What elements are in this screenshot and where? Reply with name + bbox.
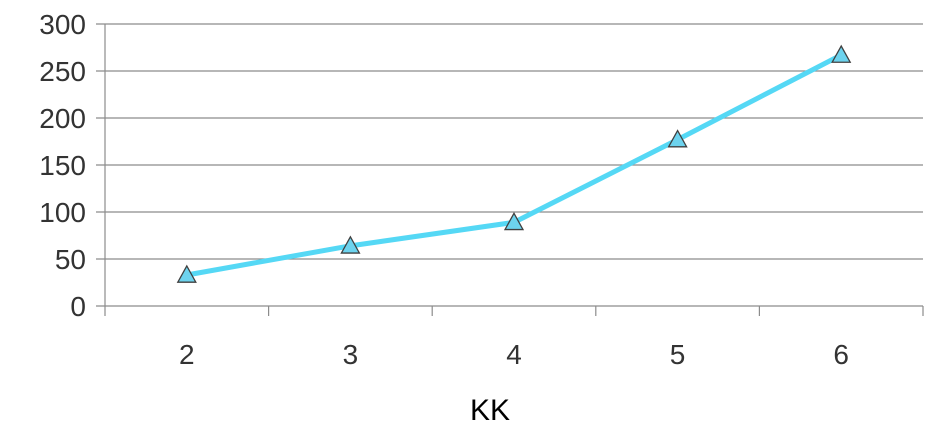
x-axis	[96, 24, 924, 316]
series-layer	[176, 44, 852, 283]
data-point-marker	[831, 44, 852, 63]
data-point-marker	[667, 129, 688, 148]
x-tick-label: 3	[343, 339, 359, 370]
data-point-marker	[176, 264, 197, 283]
x-tick-label: 6	[833, 339, 849, 370]
y-tick-label: 250	[39, 56, 86, 87]
x-tick-label: 4	[506, 339, 522, 370]
x-axis-ticks: 2 3 4 5 6	[179, 339, 849, 370]
x-axis-title: KK	[470, 394, 510, 425]
y-tick-label: 50	[55, 244, 86, 275]
y-tick-label: 100	[39, 197, 86, 228]
gridlines	[96, 23, 923, 260]
data-point-marker	[503, 212, 525, 231]
x-tick-label: 5	[670, 339, 686, 370]
y-tick-label: 150	[39, 150, 86, 181]
y-tick-label: 0	[70, 291, 86, 322]
y-tick-label: 300	[39, 9, 86, 40]
y-axis-ticks: 0 50 100 150 200 250 300	[39, 9, 86, 322]
y-tick-label: 200	[39, 103, 86, 134]
x-tick-label: 2	[179, 339, 195, 370]
data-point-marker	[340, 235, 361, 254]
